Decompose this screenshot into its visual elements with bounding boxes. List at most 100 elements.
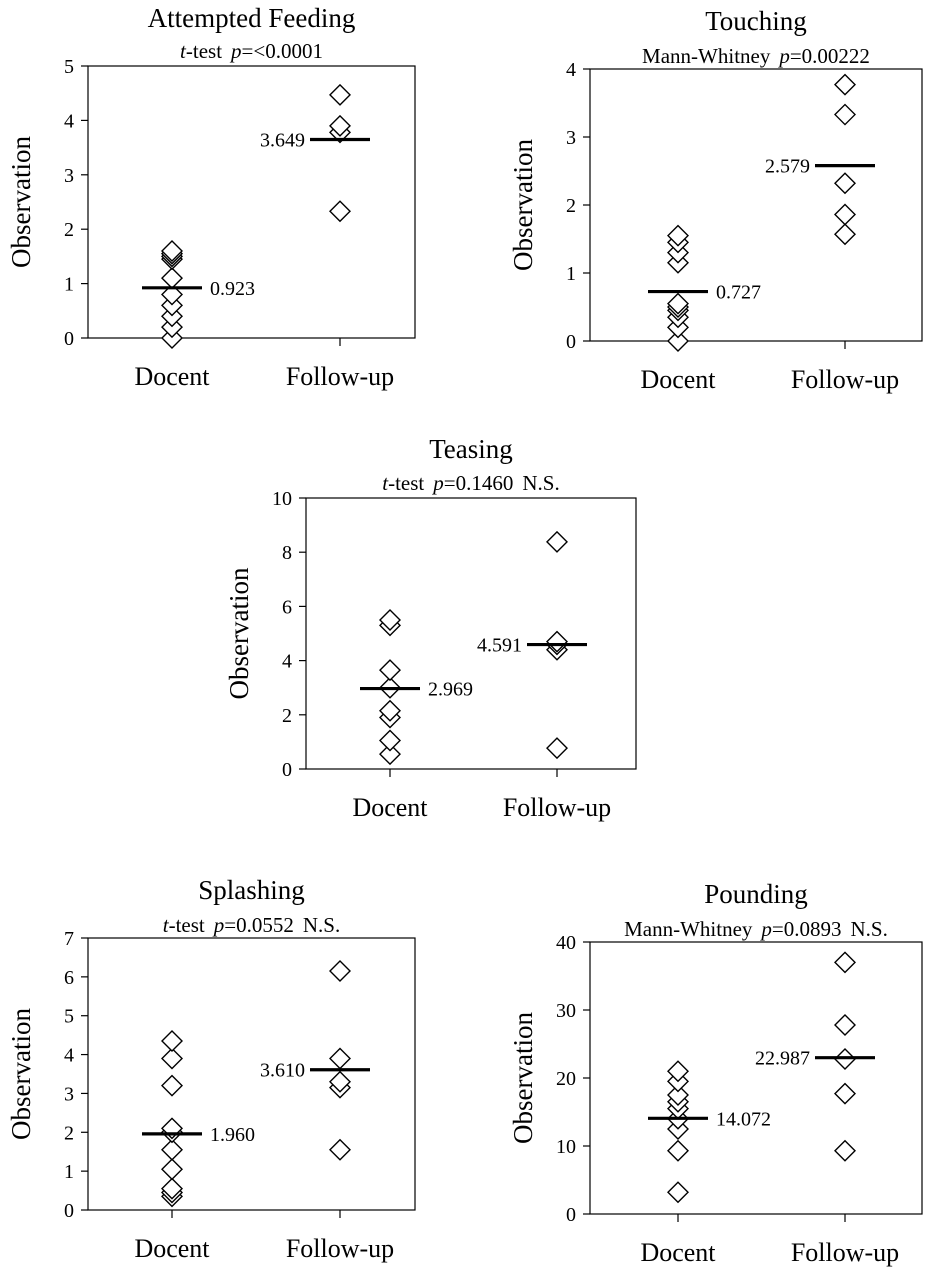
ns-label: N.S. xyxy=(851,917,888,941)
y-tick-label: 1 xyxy=(64,1161,74,1183)
x-category-label: Follow-up xyxy=(791,1238,899,1267)
y-tick-label: 0 xyxy=(566,1204,576,1226)
y-tick-label: 6 xyxy=(64,967,74,989)
p-value: =0.00222 xyxy=(790,44,870,68)
y-tick-label: 4 xyxy=(282,651,292,673)
data-point xyxy=(329,114,351,137)
y-tick-label: 0 xyxy=(64,1200,74,1222)
plot-frame xyxy=(87,65,416,339)
data-point xyxy=(379,729,401,752)
panel-1: Touching Mann-Whitney p=0.00222 0 1 2 3 4 Observ… xyxy=(508,6,923,394)
data-point xyxy=(329,1138,351,1161)
y-axis-label: Observation xyxy=(224,567,254,699)
x-category-label: Follow-up xyxy=(286,1234,394,1263)
data-point xyxy=(667,292,689,315)
plot-frame xyxy=(87,937,416,1211)
test-name: Mann-Whitney xyxy=(642,44,771,68)
mean-label: 14.072 xyxy=(716,1108,771,1130)
x-category-label: Follow-up xyxy=(286,362,394,391)
p-value: =0.0552 xyxy=(224,913,294,937)
data-point xyxy=(329,960,351,983)
y-tick-label: 2 xyxy=(566,195,576,217)
data-point xyxy=(834,73,856,96)
x-category-label: Follow-up xyxy=(503,793,611,822)
y-tick-label: 2 xyxy=(282,705,292,727)
data-point xyxy=(379,659,401,682)
mean-label: 1.960 xyxy=(210,1124,255,1146)
y-axis-label: Observation xyxy=(6,1008,36,1140)
data-point xyxy=(161,283,183,306)
y-tick-label: 0 xyxy=(282,759,292,781)
mean-label: 22.987 xyxy=(755,1048,810,1070)
data-point xyxy=(834,103,856,126)
y-tick-label: 4 xyxy=(64,1045,74,1067)
panel-title: Touching xyxy=(705,6,807,36)
y-tick-label: 5 xyxy=(64,56,74,78)
data-point xyxy=(834,172,856,195)
p-label: p xyxy=(777,44,790,68)
data-point xyxy=(667,1139,689,1162)
data-point xyxy=(379,608,401,631)
data-point xyxy=(546,737,568,760)
p-label: p xyxy=(759,917,772,941)
mean-label: 3.610 xyxy=(260,1060,305,1082)
panel-title: Splashing xyxy=(198,875,305,905)
x-category-label: Docent xyxy=(640,365,716,394)
data-point xyxy=(161,1029,183,1052)
mean-label: 0.727 xyxy=(716,282,761,304)
test-name: Mann-Whitney xyxy=(624,917,753,941)
data-point xyxy=(834,223,856,246)
y-tick-label: 3 xyxy=(64,165,74,187)
mean-label: 2.579 xyxy=(765,156,810,178)
data-point xyxy=(329,1070,351,1093)
data-point xyxy=(546,630,568,653)
data-point xyxy=(329,200,351,223)
y-tick-label: 4 xyxy=(64,110,74,132)
y-axis-label: Observation xyxy=(508,139,538,271)
y-tick-label: 30 xyxy=(556,1000,576,1022)
test-annotation: t-test p=<0.0001 xyxy=(180,39,323,63)
p-value: =<0.0001 xyxy=(242,39,323,63)
panel-title: Attempted Feeding xyxy=(148,3,356,33)
test-annotation: Mann-Whitney p=0.00222 xyxy=(642,44,870,68)
p-value: =0.0893 xyxy=(772,917,842,941)
data-point xyxy=(834,1139,856,1162)
y-tick-label: 3 xyxy=(64,1083,74,1105)
y-tick-label: 3 xyxy=(566,127,576,149)
mean-label: 0.923 xyxy=(210,278,255,300)
panel-4: Pounding Mann-Whitney p=0.0893 N.S. 0 10 20 30 4… xyxy=(508,879,923,1267)
x-category-label: Docent xyxy=(134,362,210,391)
plot-frame xyxy=(589,941,923,1215)
data-point xyxy=(546,530,568,553)
y-tick-label: 1 xyxy=(566,263,576,285)
mean-label: 3.649 xyxy=(260,129,305,151)
p-label: p xyxy=(212,913,225,937)
y-tick-label: 2 xyxy=(64,1122,74,1144)
mean-label: 4.591 xyxy=(477,635,522,657)
y-tick-label: 5 xyxy=(64,1006,74,1028)
data-point xyxy=(161,1047,183,1070)
data-point xyxy=(667,224,689,247)
y-axis-label: Observation xyxy=(508,1012,538,1144)
mean-label: 2.969 xyxy=(428,679,473,701)
x-category-label: Follow-up xyxy=(791,365,899,394)
data-point xyxy=(834,203,856,226)
data-point xyxy=(667,330,689,352)
y-tick-label: 8 xyxy=(282,542,292,564)
data-point xyxy=(834,951,856,974)
test-name: t-test xyxy=(163,913,205,937)
panel-title: Pounding xyxy=(704,879,808,909)
panel-3: Splashing t-test p=0.0552 N.S. 0 1 2 3 4 5 6 7 Obser… xyxy=(6,875,416,1263)
y-axis-label: Observation xyxy=(6,136,36,268)
test-name: t-test xyxy=(180,39,222,63)
y-tick-label: 4 xyxy=(566,59,576,81)
ns-label: N.S. xyxy=(303,913,340,937)
y-tick-label: 7 xyxy=(64,928,74,950)
panel-title: Teasing xyxy=(429,434,513,464)
ns-label: N.S. xyxy=(522,471,559,495)
y-tick-label: 10 xyxy=(272,488,292,510)
data-point xyxy=(667,1084,689,1106)
y-tick-label: 20 xyxy=(556,1068,576,1090)
y-tick-label: 1 xyxy=(64,274,74,296)
plot-frame xyxy=(305,497,637,770)
